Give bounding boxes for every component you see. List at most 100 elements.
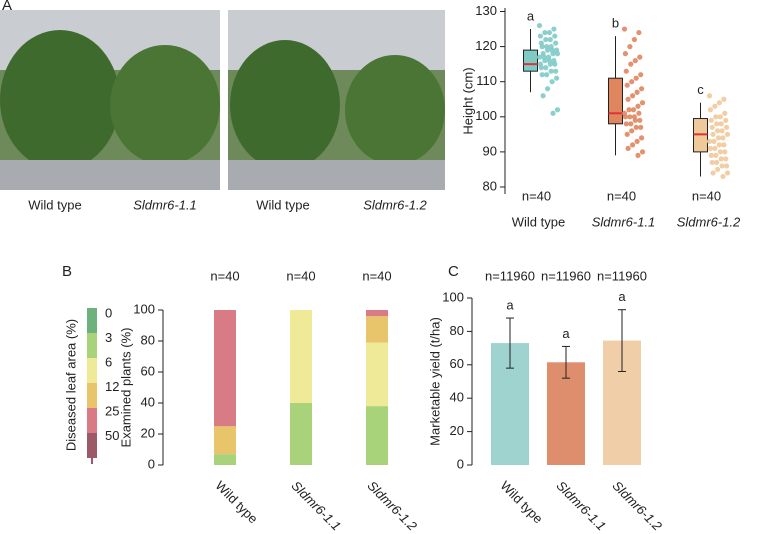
y-tick-label: 130 xyxy=(475,3,497,18)
point xyxy=(724,170,731,176)
point xyxy=(632,58,638,64)
bar xyxy=(547,362,585,465)
y-tick-label: 100 xyxy=(442,289,464,304)
point xyxy=(713,152,719,158)
point xyxy=(538,65,544,71)
point xyxy=(630,107,637,113)
bar-segment xyxy=(214,454,236,465)
point xyxy=(638,72,644,78)
point xyxy=(549,79,555,85)
legend-swatch xyxy=(87,408,97,433)
x-tick-label: Sldmr6-1.2 xyxy=(364,478,420,534)
plant xyxy=(0,30,120,170)
legend-tick-label: 25 xyxy=(105,403,119,418)
n-label: n=11960 xyxy=(597,268,647,283)
point xyxy=(627,114,633,120)
point xyxy=(633,75,639,81)
point xyxy=(539,44,545,50)
point xyxy=(622,51,629,57)
n-label: n=11960 xyxy=(485,268,535,283)
legend-swatch xyxy=(87,333,97,358)
y-axis-label: Examined plants (%) xyxy=(118,328,133,448)
n-label: n=11960 xyxy=(541,268,591,283)
legend-tick-label: 6 xyxy=(105,354,112,369)
y-tick-label: 80 xyxy=(141,332,155,347)
point xyxy=(543,36,549,43)
point xyxy=(639,86,645,92)
point xyxy=(721,96,727,102)
photo-caption: Sldmr6-1.2 xyxy=(363,197,427,212)
point xyxy=(712,145,718,151)
bar-segment xyxy=(290,403,312,465)
bar-segment xyxy=(214,426,236,455)
point xyxy=(622,114,629,120)
point xyxy=(548,68,554,74)
point xyxy=(716,100,723,106)
point xyxy=(714,121,720,127)
point xyxy=(631,36,638,43)
point xyxy=(536,54,543,60)
point xyxy=(719,128,725,134)
point xyxy=(542,29,548,36)
y-tick-label: 100 xyxy=(133,301,155,316)
photo-caption: Sldmr6-1.1 xyxy=(133,197,197,212)
point xyxy=(627,44,633,50)
point xyxy=(708,117,714,123)
point xyxy=(553,40,559,46)
point xyxy=(635,152,641,158)
y-tick-label: 20 xyxy=(450,423,464,438)
bar-segment xyxy=(366,406,388,465)
point xyxy=(633,124,639,130)
y-tick-label: 0 xyxy=(457,456,464,471)
y-tick-label: 40 xyxy=(141,394,155,409)
plant xyxy=(230,40,340,170)
point xyxy=(712,103,718,109)
bar-segment xyxy=(366,316,388,343)
point xyxy=(721,142,727,148)
x-tick-label: Sldmr6-1.1 xyxy=(553,478,609,534)
point xyxy=(711,138,717,144)
point xyxy=(717,114,723,120)
point xyxy=(636,110,642,116)
legend-title: Diseased leaf area (%) xyxy=(63,319,78,451)
x-tick-label: Sldmr6-1.1 xyxy=(288,478,344,534)
point xyxy=(629,128,635,134)
photo-caption: Wild type xyxy=(28,197,81,212)
point xyxy=(553,68,559,74)
significance-letter: b xyxy=(612,16,619,31)
y-tick-label: 110 xyxy=(476,73,497,88)
y-axis-label: Height (cm) xyxy=(460,67,475,134)
point xyxy=(718,156,724,162)
y-tick-label: 100 xyxy=(475,108,497,123)
point xyxy=(723,117,729,123)
point xyxy=(629,79,635,85)
point xyxy=(636,29,642,36)
point xyxy=(637,54,643,60)
point xyxy=(542,58,548,64)
point xyxy=(709,159,715,166)
n-label: n=40 xyxy=(607,188,636,203)
point xyxy=(710,170,716,176)
x-tick-label: Wild type xyxy=(497,478,545,526)
point xyxy=(621,26,628,32)
legend-tick-label: 12 xyxy=(105,379,119,394)
point xyxy=(554,107,561,113)
box xyxy=(523,49,538,72)
panel-label: A xyxy=(2,0,12,14)
x-tick-label: Sldmr6-1.2 xyxy=(677,214,741,229)
y-tick-label: 40 xyxy=(450,390,464,405)
legend-swatch xyxy=(87,358,97,383)
point xyxy=(547,61,553,67)
point xyxy=(709,124,715,130)
point xyxy=(539,72,545,78)
y-tick-label: 90 xyxy=(483,143,497,158)
plant xyxy=(110,45,220,165)
significance-letter: a xyxy=(527,8,535,23)
point xyxy=(720,135,726,141)
point xyxy=(706,93,713,99)
point xyxy=(624,131,630,137)
point xyxy=(723,156,729,162)
point xyxy=(551,26,557,32)
bar-segment xyxy=(366,342,388,407)
point xyxy=(546,29,553,36)
